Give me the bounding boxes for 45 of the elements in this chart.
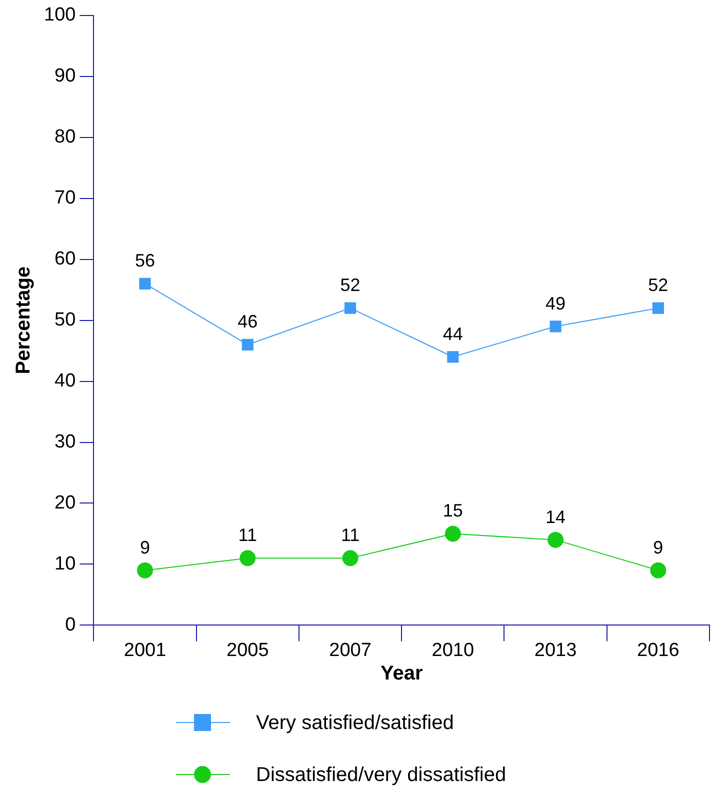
y-tick-label: 50 [54,310,76,331]
point [652,302,664,314]
y-tick-label: 40 [54,370,76,392]
data-label: 9 [653,537,664,558]
data-label: 9 [140,537,150,558]
data-label: 11 [340,525,360,546]
x-tick-label: 2005 [226,640,269,661]
point [650,562,666,578]
y-tick-label: 20 [54,492,76,514]
point [137,562,154,578]
data-label: 11 [238,525,257,546]
data-label: 52 [648,275,668,296]
point [550,320,562,332]
point [344,302,356,314]
y-tick-label: 30 [54,431,76,452]
data-label: 14 [546,506,566,527]
data-label: 49 [546,293,566,314]
y-tick-label: 90 [54,66,76,87]
y-tick-label: 10 [54,553,76,574]
point [240,550,256,566]
y-tick-label: 100 [44,4,76,26]
x-tick-label: 2013 [534,640,577,661]
data-label: 56 [135,250,156,271]
y-tick-label: 60 [54,248,76,270]
data-label: 44 [442,324,463,344]
x-tick-label: 2007 [329,640,372,661]
x-tick-label: 2001 [124,640,166,661]
point [444,526,461,542]
point [342,550,358,566]
legend-label: Very satisfied/satisfied [256,712,454,734]
x-axis-title: Year [380,662,423,685]
x-tick-label: 2016 [637,640,680,661]
x-tick-label: 2010 [432,640,474,661]
y-tick-label: 0 [65,614,76,636]
data-label: 52 [340,275,360,296]
legend-label: Dissatisfied/very dissatisfied [256,764,506,786]
point [447,351,459,363]
point [242,338,254,350]
y-tick-label: 80 [54,126,76,148]
y-axis-title: Percentage [12,266,35,374]
y-tick-label: 70 [54,188,76,209]
point [548,532,564,548]
point [139,278,151,290]
data-label: 15 [442,500,463,521]
data-label: 46 [238,312,258,332]
